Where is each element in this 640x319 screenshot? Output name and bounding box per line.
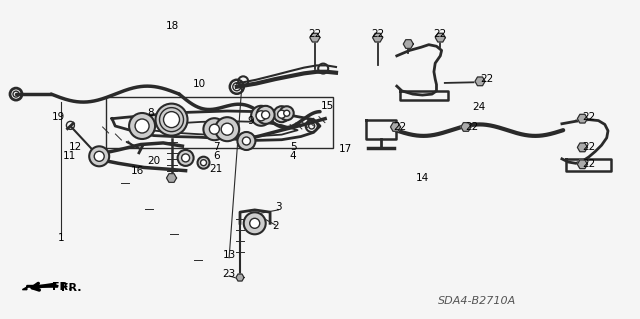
Text: FR.: FR.	[61, 283, 81, 293]
Text: 5: 5	[290, 142, 296, 152]
Circle shape	[198, 157, 209, 169]
Polygon shape	[22, 286, 58, 290]
Circle shape	[256, 111, 266, 121]
Text: 16: 16	[131, 166, 144, 176]
Text: 12: 12	[69, 142, 82, 152]
Circle shape	[262, 111, 269, 119]
Circle shape	[178, 150, 193, 166]
Text: 7: 7	[213, 142, 220, 152]
Text: 1: 1	[58, 233, 64, 243]
Text: SDA4-B2710A: SDA4-B2710A	[438, 296, 516, 307]
Circle shape	[156, 104, 188, 136]
Text: 19: 19	[52, 112, 65, 122]
Text: 24: 24	[472, 102, 485, 112]
Polygon shape	[390, 122, 401, 131]
Text: 22: 22	[480, 74, 493, 84]
Circle shape	[257, 106, 275, 124]
Text: 18: 18	[166, 21, 179, 31]
Text: 3: 3	[275, 202, 282, 212]
Text: 14: 14	[416, 173, 429, 183]
Text: 17: 17	[339, 144, 352, 154]
Circle shape	[209, 124, 220, 134]
Circle shape	[89, 146, 109, 166]
Circle shape	[244, 212, 266, 234]
Bar	[106, 97, 333, 148]
Polygon shape	[435, 33, 445, 42]
Circle shape	[164, 112, 179, 128]
Circle shape	[182, 154, 189, 162]
Polygon shape	[372, 33, 383, 42]
Polygon shape	[166, 174, 177, 182]
Circle shape	[274, 106, 290, 122]
Text: 15: 15	[321, 101, 334, 111]
Text: 4: 4	[290, 151, 296, 161]
Text: 22: 22	[394, 122, 406, 132]
Circle shape	[278, 110, 285, 118]
Polygon shape	[577, 114, 588, 123]
Circle shape	[215, 117, 239, 141]
Text: 10: 10	[193, 78, 206, 89]
Text: 22: 22	[434, 29, 447, 40]
Text: 22: 22	[308, 29, 321, 40]
Text: 13: 13	[223, 249, 236, 260]
Text: 20: 20	[147, 156, 160, 166]
Circle shape	[251, 106, 271, 126]
Text: 22: 22	[371, 29, 384, 40]
Circle shape	[94, 151, 104, 161]
Circle shape	[204, 118, 225, 140]
Circle shape	[135, 119, 149, 133]
Text: 9: 9	[248, 115, 254, 126]
Polygon shape	[461, 122, 471, 131]
Text: 23: 23	[223, 269, 236, 279]
Text: 6: 6	[213, 151, 220, 161]
Circle shape	[250, 218, 260, 228]
Polygon shape	[577, 160, 588, 169]
Polygon shape	[310, 33, 320, 42]
Text: 22: 22	[582, 112, 595, 122]
Text: 8: 8	[147, 108, 154, 118]
Circle shape	[129, 113, 155, 139]
Text: FR.: FR.	[52, 282, 73, 292]
Text: 22: 22	[582, 159, 595, 169]
Polygon shape	[403, 40, 413, 48]
Circle shape	[237, 132, 255, 150]
Text: 2: 2	[272, 221, 278, 232]
Text: 11: 11	[63, 151, 76, 161]
Polygon shape	[475, 77, 485, 86]
Text: 22: 22	[582, 142, 595, 152]
Circle shape	[200, 160, 207, 166]
Text: 21: 21	[210, 164, 223, 174]
Circle shape	[243, 137, 250, 145]
Polygon shape	[577, 143, 588, 152]
Circle shape	[280, 106, 294, 120]
Circle shape	[221, 123, 233, 135]
Polygon shape	[236, 274, 244, 281]
Circle shape	[284, 110, 290, 116]
Text: 22: 22	[466, 122, 479, 132]
